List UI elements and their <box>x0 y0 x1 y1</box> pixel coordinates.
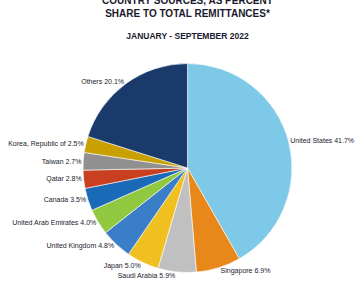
svg-text:United States 41.7%: United States 41.7% <box>290 137 354 144</box>
svg-text:Others 20.1%: Others 20.1% <box>81 78 124 85</box>
svg-text:COUNTRY SOURCES, AS PERCENTSHA: COUNTRY SOURCES, AS PERCENTSHARE TO TOTA… <box>102 0 273 19</box>
svg-text:Saudi Arabia 5.9%: Saudi Arabia 5.9% <box>118 272 176 279</box>
svg-text:Qatar 2.8%: Qatar 2.8% <box>46 175 81 183</box>
svg-text:Korea, Republic of 2.5%: Korea, Republic of 2.5% <box>8 140 84 148</box>
svg-text:Canada 3.5%: Canada 3.5% <box>44 196 86 203</box>
svg-text:JANUARY - SEPTEMBER 2022: JANUARY - SEPTEMBER 2022 <box>126 31 249 41</box>
svg-text:Japan 5.0%: Japan 5.0% <box>104 262 141 270</box>
svg-text:United Kingdom 4.8%: United Kingdom 4.8% <box>46 242 114 250</box>
svg-text:United Arab Emirates 4.0%: United Arab Emirates 4.0% <box>12 219 96 226</box>
svg-text:Singapore 6.9%: Singapore 6.9% <box>221 267 271 275</box>
svg-text:Taiwan 2.7%: Taiwan 2.7% <box>42 158 82 165</box>
